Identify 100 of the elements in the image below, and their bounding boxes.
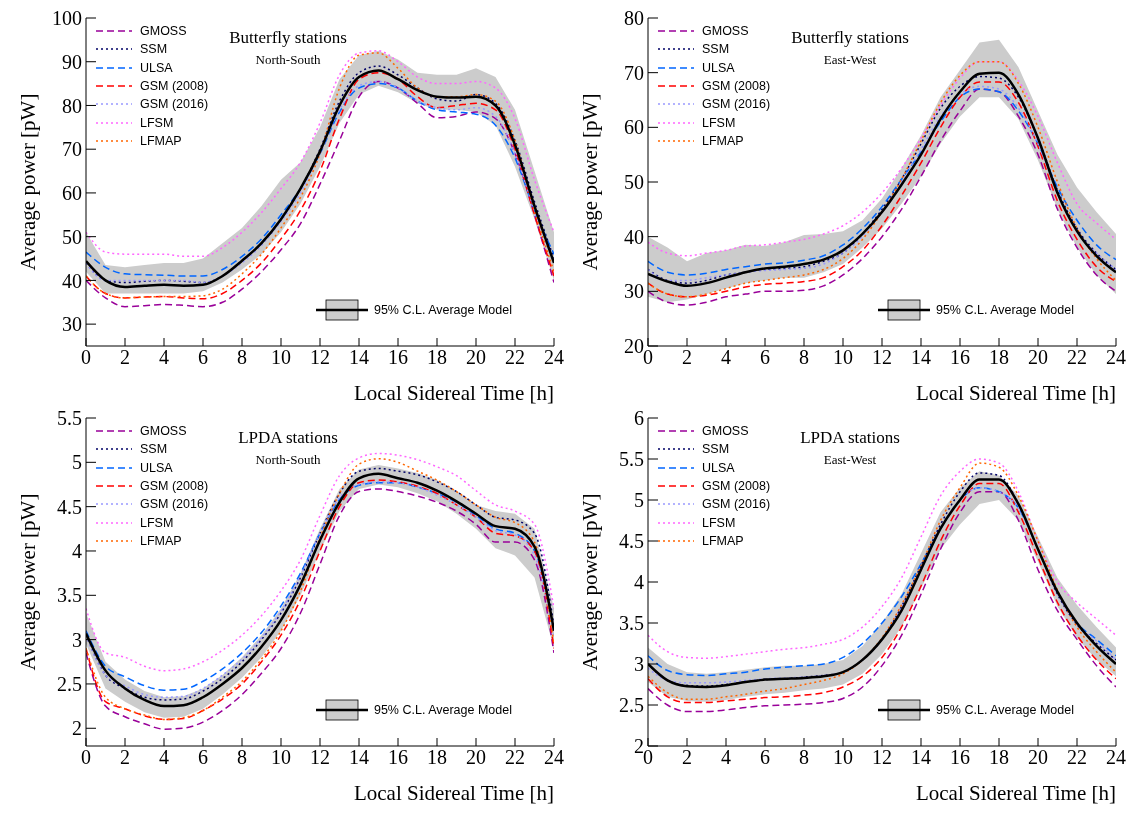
x-tick-label: 16: [388, 346, 408, 369]
x-tick-label: 14: [349, 746, 369, 769]
y-tick-label: 6: [634, 407, 644, 430]
text: East-West: [823, 452, 877, 467]
legend-label: LFMAP: [140, 133, 182, 148]
x-tick-label: 20: [466, 346, 486, 369]
y-tick-label: 50: [62, 225, 82, 248]
text: Butterfly stations: [791, 28, 909, 47]
text: North-South: [255, 52, 321, 67]
x-tick-label: 4: [721, 346, 731, 369]
x-tick-label: 18: [989, 346, 1009, 369]
y-tick-label: 5.5: [619, 448, 644, 471]
x-tick-label: 8: [799, 746, 809, 769]
x-tick-label: 18: [989, 746, 1009, 769]
x-axis-title: Local Sidereal Time [h]: [915, 381, 1116, 405]
x-tick-label: 24: [544, 346, 564, 369]
x-tick-label: 22: [505, 746, 525, 769]
y-tick-label: 80: [62, 94, 82, 117]
x-tick-label: 2: [682, 346, 692, 369]
legend-label: 95% C.L. Average Model: [935, 703, 1074, 717]
text: Butterfly stations: [229, 28, 347, 47]
line-series: [86, 452, 554, 672]
y-tick-label: 40: [62, 269, 82, 292]
legend-label: LFMAP: [140, 533, 182, 548]
y-tick-label: 5.5: [57, 407, 82, 430]
legend-label: SSM: [702, 442, 730, 457]
x-tick-label: 18: [427, 746, 447, 769]
x-tick-label: 16: [388, 746, 408, 769]
y-axis-title: Average power [pW]: [578, 493, 603, 671]
x-tick-label: 10: [833, 346, 853, 369]
y-tick-label: 2.5: [57, 673, 82, 696]
x-tick-label: 24: [1106, 346, 1126, 369]
x-tick-label: 12: [872, 746, 892, 769]
legend-label: 95% C.L. Average Model: [373, 303, 512, 317]
text: North-South: [255, 452, 321, 467]
y-tick-label: 3.5: [57, 584, 82, 607]
x-tick-label: 0: [643, 746, 653, 769]
x-tick-label: 6: [198, 746, 208, 769]
x-tick-label: 10: [833, 746, 853, 769]
legend-label: GSM (2008): [140, 79, 209, 94]
y-tick-label: 5: [72, 451, 82, 474]
x-tick-label: 6: [198, 346, 208, 369]
x-tick-label: 4: [721, 746, 731, 769]
x-tick-label: 14: [911, 746, 931, 769]
x-tick-label: 14: [349, 346, 369, 369]
line-series: [648, 458, 1116, 660]
y-tick-label: 70: [624, 61, 644, 84]
legend-label: LFSM: [140, 515, 174, 530]
legend-label: LFMAP: [702, 533, 744, 548]
x-tick-label: 6: [760, 746, 770, 769]
x-tick-label: 2: [120, 746, 130, 769]
x-tick-label: 20: [1028, 746, 1048, 769]
y-tick-label: 60: [62, 182, 82, 205]
legend-label: LFSM: [702, 115, 736, 130]
y-tick-label: 80: [624, 7, 644, 30]
legend-label: LFSM: [140, 115, 174, 130]
x-tick-label: 6: [760, 346, 770, 369]
x-tick-label: 4: [159, 746, 169, 769]
y-tick-label: 3.5: [619, 612, 644, 635]
legend-label: ULSA: [140, 460, 173, 475]
x-axis-title: Local Sidereal Time [h]: [353, 781, 554, 805]
x-tick-label: 0: [81, 346, 91, 369]
legend-label: LFMAP: [702, 133, 744, 148]
x-tick-label: 24: [1106, 746, 1126, 769]
y-axis-title: Average power [pW]: [578, 93, 603, 271]
legend-label: ULSA: [702, 60, 735, 75]
x-tick-label: 24: [544, 746, 564, 769]
x-tick-label: 12: [872, 346, 892, 369]
text: LPDA stations: [238, 428, 338, 447]
x-tick-label: 2: [120, 346, 130, 369]
y-tick-label: 4: [72, 540, 82, 563]
x-tick-label: 12: [310, 746, 330, 769]
y-tick-label: 2.5: [619, 694, 644, 717]
legend-label: SSM: [140, 442, 168, 457]
y-tick-label: 50: [624, 171, 644, 194]
legend-label: GSM (2016): [702, 497, 771, 512]
legend-label: ULSA: [702, 460, 735, 475]
x-tick-label: 0: [81, 746, 91, 769]
x-tick-label: 8: [237, 346, 247, 369]
x-tick-label: 12: [310, 346, 330, 369]
legend-label: GMOSS: [140, 424, 187, 439]
y-tick-label: 5: [634, 489, 644, 512]
legend-label: LFSM: [702, 515, 736, 530]
legend-label: SSM: [702, 42, 730, 57]
legend-label: GMOSS: [140, 24, 187, 39]
y-tick-label: 4.5: [619, 530, 644, 553]
x-tick-label: 22: [505, 346, 525, 369]
x-axis-title: Local Sidereal Time [h]: [353, 381, 554, 405]
y-axis-title: Average power [pW]: [16, 93, 41, 271]
y-tick-label: 90: [62, 50, 82, 73]
y-tick-label: 40: [624, 225, 644, 248]
x-tick-label: 0: [643, 346, 653, 369]
x-tick-label: 8: [237, 746, 247, 769]
legend-label: GSM (2016): [702, 97, 771, 112]
x-tick-label: 20: [466, 746, 486, 769]
y-tick-label: 4.5: [57, 495, 82, 518]
y-tick-label: 30: [624, 280, 644, 303]
legend-label: 95% C.L. Average Model: [935, 303, 1074, 317]
legend-label: SSM: [140, 42, 168, 57]
y-tick-label: 70: [62, 138, 82, 161]
